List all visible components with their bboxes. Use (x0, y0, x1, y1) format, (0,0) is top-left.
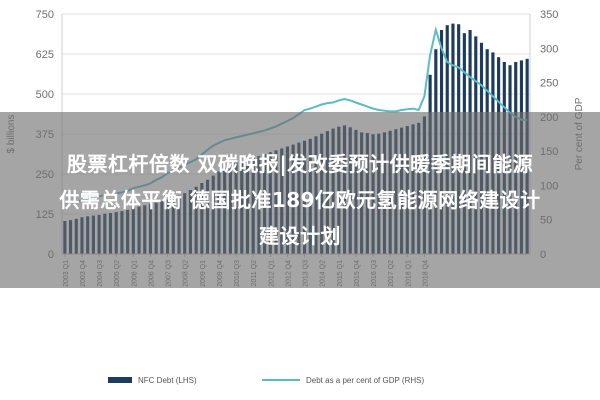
left-tick-label: 625 (36, 49, 54, 61)
legend-label-nfc-debt: NFC Debt (LHS) (138, 376, 197, 385)
headline-overlay: 股票杠杆倍数 双碳晚报|发改委预计供暖季期间能源 供需总体平衡 德国批准189亿… (0, 112, 600, 288)
legend: NFC Debt (LHS) Debt as a per cent of GDP … (108, 376, 424, 385)
legend-label-debt-pct: Debt as a per cent of GDP (RHS) (306, 376, 424, 385)
headline-line-1: 股票杠杆倍数 双碳晚报|发改委预计供暖季期间能源 (66, 152, 534, 176)
headline-line-3: 建设计划 (259, 224, 341, 248)
right-tick-label: 300 (540, 43, 558, 55)
left-tick-label: 500 (36, 89, 54, 101)
legend-swatch-nfc-debt (108, 377, 132, 383)
left-tick-label: 750 (36, 9, 54, 21)
right-tick-label: 350 (540, 9, 558, 21)
headline-line-2: 供需总体平衡 德国批准189亿欧元氢能源网络建设计 (59, 188, 541, 212)
right-tick-label: 250 (540, 78, 558, 90)
